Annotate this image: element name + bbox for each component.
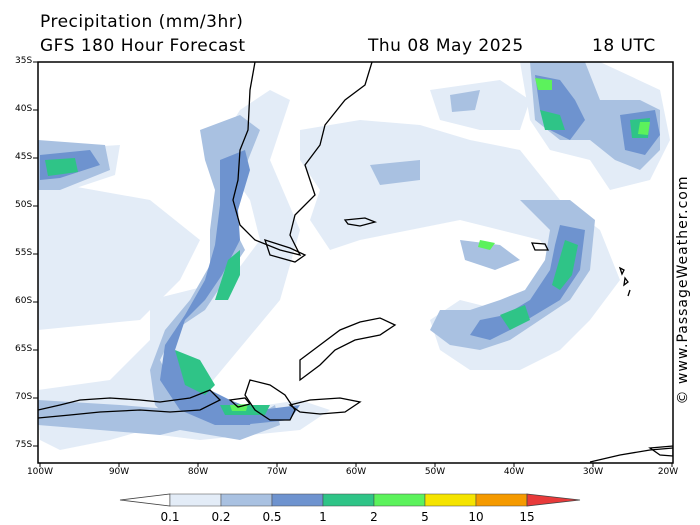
colorbar-label-1: 1 [319,510,327,524]
colorbar-label-5: 5 [421,510,429,524]
site-credit: © www.PassageWeather.com [675,175,691,405]
colorbar-seg-3 [271,493,324,507]
lat-label-50s: 50S [15,200,33,210]
colorbar-seg-1 [169,493,222,507]
colorbar-seg-5 [373,493,426,507]
lon-label-100w: 100W [26,467,54,477]
forecast-time: 18 UTC [592,36,656,56]
colorbar-seg-7 [475,493,528,507]
lon-label-40w: 40W [503,467,525,477]
lon-label-60w: 60W [345,467,367,477]
lon-label-80w: 80W [187,467,209,477]
lat-label-60s: 60S [15,296,33,306]
lat-label-40s: 40S [15,104,33,114]
lon-label-30w: 30W [582,467,604,477]
map-title: Precipitation (mm/3hr) [40,12,244,32]
colorbar-high-arrow [526,493,581,507]
lat-label-35s: 35S [15,56,33,66]
precip-band-high [45,110,650,415]
lon-label-20w: 20W [657,467,679,477]
colorbar-seg-4 [322,493,375,507]
axis-ticks [33,61,673,467]
colorbar [119,493,581,507]
colorbar-label-0-2: 0.2 [211,510,231,524]
lon-label-50w: 50W [424,467,446,477]
lat-label-75s: 75S [15,440,33,450]
colorbar-seg-6 [424,493,477,507]
colorbar-label-10: 10 [468,510,484,524]
precip-field [38,62,673,463]
lon-label-90w: 90W [108,467,130,477]
forecast-subtitle: GFS 180 Hour Forecast [40,36,246,56]
lat-label-65s: 65S [15,344,33,354]
colorbar-label-2: 2 [370,510,378,524]
coastlines [38,62,673,463]
colorbar-label-0-5: 0.5 [262,510,282,524]
lon-label-70w: 70W [266,467,288,477]
lat-label-45s: 45S [15,152,33,162]
colorbar-label-0-1: 0.1 [160,510,180,524]
colorbar-low-arrow [119,493,171,507]
colorbar-seg-2 [220,493,273,507]
colorbar-label-15: 15 [519,510,535,524]
lat-label-55s: 55S [15,248,33,258]
forecast-date: Thu 08 May 2025 [368,36,524,56]
lat-label-70s: 70S [15,392,33,402]
